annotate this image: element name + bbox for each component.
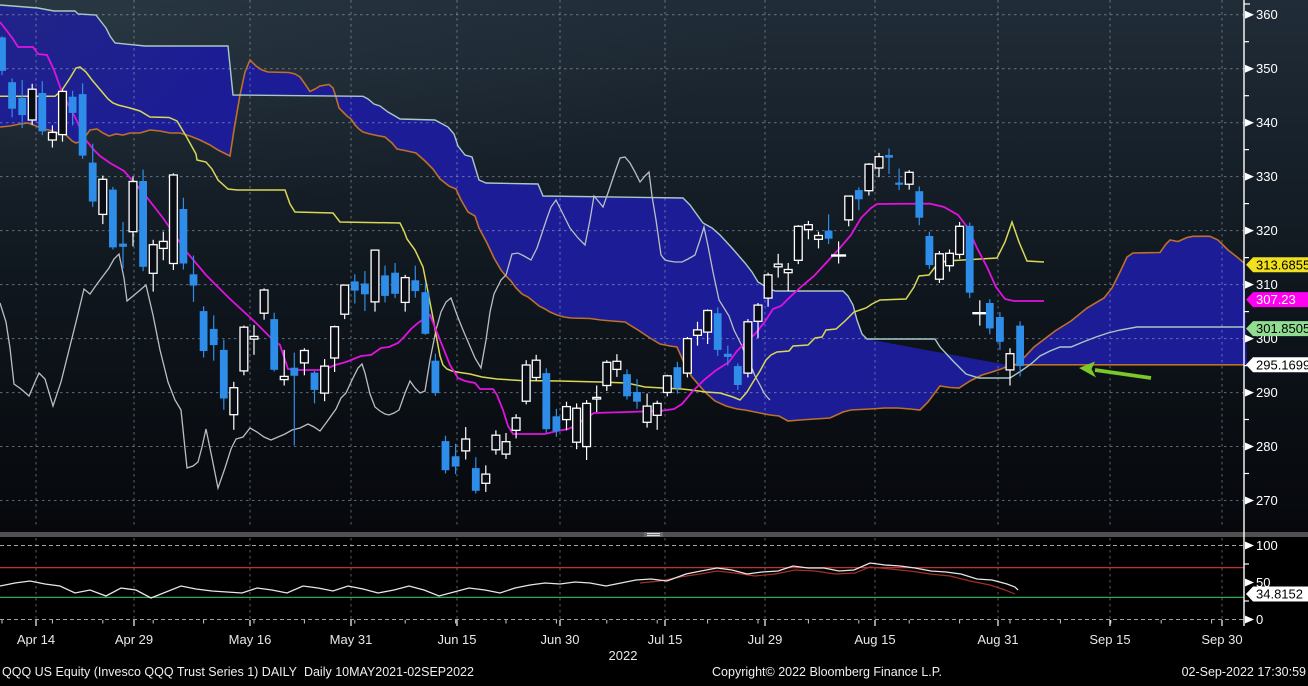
svg-text:May 31: May 31 <box>330 632 373 647</box>
svg-text:Aug 31: Aug 31 <box>977 632 1018 647</box>
svg-text:320: 320 <box>1256 223 1278 238</box>
svg-text:360: 360 <box>1256 7 1278 22</box>
svg-text:34.8152: 34.8152 <box>1256 587 1303 602</box>
svg-text:0: 0 <box>1256 612 1263 627</box>
svg-text:02-Sep-2022 17:30:59: 02-Sep-2022 17:30:59 <box>1182 665 1306 679</box>
svg-text:313.6855: 313.6855 <box>1256 257 1308 272</box>
svg-text:330: 330 <box>1256 169 1278 184</box>
svg-text:QQQ US Equity (Invesco QQQ Tru: QQQ US Equity (Invesco QQQ Trust Series … <box>2 665 474 679</box>
svg-text:Jun 15: Jun 15 <box>437 632 476 647</box>
svg-text:2022: 2022 <box>609 648 638 663</box>
svg-text:340: 340 <box>1256 115 1278 130</box>
svg-text:280: 280 <box>1256 439 1278 454</box>
svg-text:270: 270 <box>1256 493 1278 508</box>
svg-text:Jul 29: Jul 29 <box>748 632 783 647</box>
svg-text:Jul 15: Jul 15 <box>648 632 683 647</box>
svg-text:301.8505: 301.8505 <box>1256 321 1308 336</box>
svg-text:310: 310 <box>1256 277 1278 292</box>
svg-text:50: 50 <box>1256 575 1270 590</box>
svg-text:290: 290 <box>1256 385 1278 400</box>
svg-text:May 16: May 16 <box>229 632 272 647</box>
svg-text:Apr 29: Apr 29 <box>115 632 153 647</box>
svg-text:100: 100 <box>1256 538 1278 553</box>
svg-text:Jun 30: Jun 30 <box>540 632 579 647</box>
svg-text:Sep 30: Sep 30 <box>1201 632 1242 647</box>
svg-text:Aug 15: Aug 15 <box>854 632 895 647</box>
svg-text:295.1699: 295.1699 <box>1256 357 1308 372</box>
svg-text:307.23: 307.23 <box>1256 292 1296 307</box>
svg-text:Apr 14: Apr 14 <box>17 632 55 647</box>
svg-text:Sep 15: Sep 15 <box>1089 632 1130 647</box>
svg-text:350: 350 <box>1256 61 1278 76</box>
svg-text:Copyright© 2022 Bloomberg Fina: Copyright© 2022 Bloomberg Finance L.P. <box>712 665 942 679</box>
